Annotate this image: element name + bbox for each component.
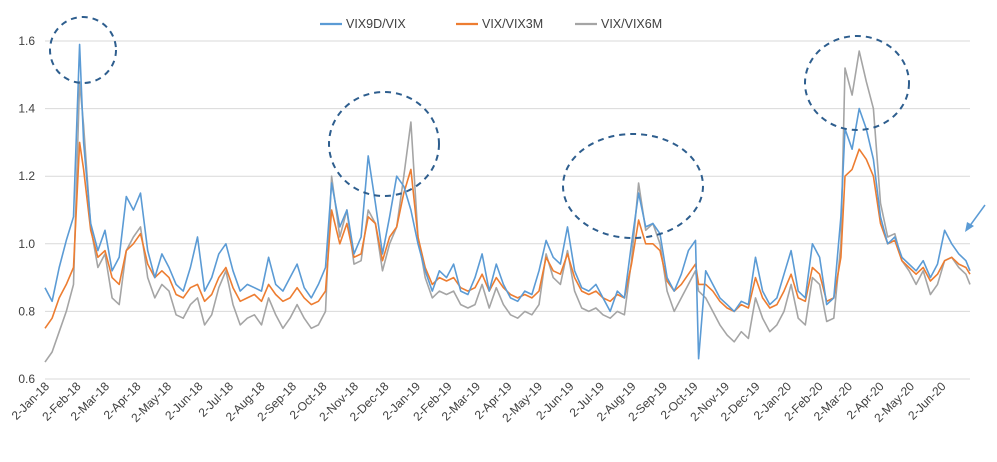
y-tick-label: 0.6: [18, 372, 35, 386]
legend-label: VIX/VIX3M: [482, 17, 543, 31]
y-tick-label: 1.4: [18, 102, 35, 116]
legend-label: VIX9D/VIX: [346, 17, 406, 31]
y-tick-label: 1.6: [18, 34, 35, 48]
x-axis: 2-Jan-182-Feb-182-Mar-182-Apr-182-May-18…: [9, 379, 949, 425]
spike-highlight-ellipse: [804, 35, 910, 131]
spike-highlight-ellipse: [49, 16, 117, 84]
spike-highlight-ellipse: [328, 91, 440, 197]
y-tick-label: 1.2: [18, 169, 35, 183]
annotations: [49, 16, 986, 239]
series-lines: [44, 43, 971, 363]
legend-label: VIX/VIX6M: [601, 17, 662, 31]
y-tick-label: 1.0: [18, 237, 35, 251]
spike-highlight-ellipse: [562, 133, 704, 239]
gridlines: [45, 40, 970, 312]
series-line-vix-vix6m: [44, 50, 971, 363]
arrow-annotation: [965, 204, 986, 232]
legend: VIX9D/VIX VIX/VIX3M VIX/VIX6M: [320, 17, 662, 31]
series-line-vix9d-vix: [44, 43, 971, 360]
series-line-vix-vix3m: [44, 141, 971, 329]
y-tick-label: 0.8: [18, 304, 35, 318]
y-axis: 0.6 0.8 1.0 1.2 1.4 1.6: [18, 34, 35, 386]
